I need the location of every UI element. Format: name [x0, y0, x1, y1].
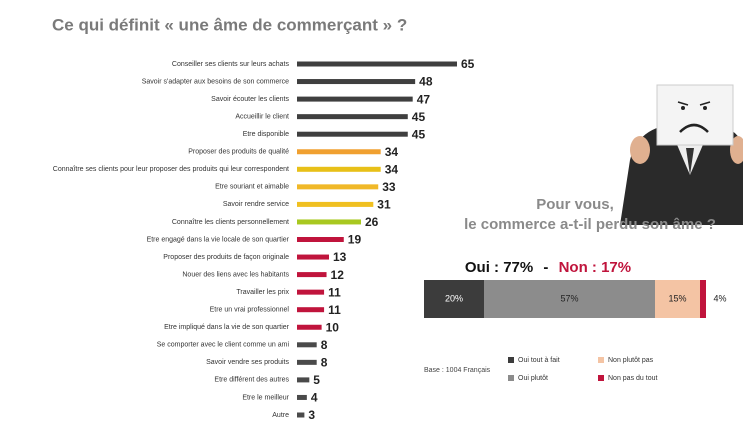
- value-label: 45: [412, 127, 426, 141]
- bar-segment: [424, 280, 484, 318]
- bar: [297, 237, 344, 242]
- legend-swatch: [508, 357, 514, 363]
- value-label: 11: [328, 285, 341, 299]
- legend-label: Oui tout à fait: [518, 357, 560, 364]
- value-label: 20%: [445, 293, 463, 303]
- value-label: 45: [412, 110, 426, 124]
- value-label: 4: [311, 391, 318, 405]
- illustration: [620, 84, 743, 225]
- headline-no: Non : 17%: [559, 259, 632, 276]
- value-label: 4%: [713, 293, 726, 303]
- bar: [297, 342, 317, 348]
- category-label: Connaître les clients personnellement: [172, 219, 289, 226]
- headline-separator: -: [543, 259, 548, 276]
- value-label: 19: [348, 233, 362, 247]
- category-label: Etre disponible: [243, 131, 289, 138]
- bar: [297, 184, 379, 190]
- value-label: 34: [385, 162, 399, 176]
- bar-segment: [706, 280, 718, 318]
- category-label: Savoir écouter les clients: [211, 96, 289, 103]
- bar: [297, 377, 310, 383]
- bar: [297, 166, 381, 172]
- category-label: Accueillir le client: [235, 113, 289, 120]
- value-label: 34: [385, 145, 399, 159]
- bar-segment: [484, 280, 655, 318]
- bar: [297, 79, 416, 85]
- category-label: Etre impliqué dans la vie de son quartie…: [164, 324, 290, 331]
- category-label: Savoir vendre ses produits: [206, 359, 289, 366]
- value-label: 13: [333, 250, 347, 264]
- bar: [297, 61, 457, 67]
- bar: [297, 131, 408, 137]
- value-label: 11: [328, 303, 341, 317]
- value-label: 5: [313, 373, 320, 387]
- bar: [297, 254, 329, 260]
- category-label: Etre différent des autres: [214, 377, 289, 384]
- value-label: 47: [417, 92, 431, 106]
- bar: [297, 201, 374, 207]
- category-label: Connaître ses clients pour leur proposer…: [53, 166, 289, 173]
- bar: [297, 394, 307, 400]
- value-label: 10: [326, 320, 340, 334]
- bar-segment: [700, 280, 706, 318]
- category-label: Conseiller ses clients sur leurs achats: [172, 61, 290, 68]
- note: Base : 1004 Français: [424, 367, 491, 374]
- bar: [297, 219, 361, 225]
- value-label: 26: [365, 215, 379, 229]
- value-label: 15%: [668, 293, 686, 303]
- value-label: 57%: [560, 293, 578, 303]
- legend-swatch: [598, 357, 604, 363]
- category-label: Savoir rendre service: [223, 201, 289, 208]
- category-label: Etre le meilleur: [242, 394, 289, 401]
- headline: Oui : 77% - Non : 17%: [465, 259, 631, 276]
- bar: [297, 272, 327, 278]
- category-label: Autre: [272, 412, 289, 419]
- category-label: Savoir s'adapter aux besoins de son comm…: [142, 78, 289, 85]
- headline-yes: Oui : 77%: [465, 259, 533, 276]
- legend-label: Non plutôt pas: [608, 357, 654, 364]
- category-label: Etre souriant et aimable: [215, 184, 289, 191]
- bar: [297, 412, 305, 418]
- value-label: 8: [321, 356, 328, 370]
- bar: [297, 114, 408, 120]
- category-label: Nouer des liens avec les habitants: [182, 271, 289, 278]
- category-label: Proposer des produits de façon originale: [163, 254, 289, 261]
- bar-segment: [655, 280, 700, 318]
- legend-label: Oui plutôt: [518, 375, 548, 382]
- category-label: Se comporter avec le client comme un ami: [157, 342, 290, 349]
- category-label: Etre un vrai professionnel: [210, 307, 290, 314]
- value-label: 48: [419, 75, 433, 89]
- legend-label: Non pas du tout: [608, 375, 657, 382]
- value-label: 33: [382, 180, 396, 194]
- legend-swatch: [598, 375, 604, 381]
- bar: [297, 96, 413, 102]
- value-label: 3: [308, 408, 315, 422]
- bar: [297, 359, 317, 365]
- bar: [297, 324, 322, 330]
- value-label: 65: [461, 57, 475, 71]
- category-label: Travailler les prix: [236, 289, 289, 296]
- category-label: Etre engagé dans la vie locale de son qu…: [147, 236, 290, 243]
- chart-title: Pour vous, le commerce a-t-il perdu son â…: [464, 196, 716, 233]
- bar: [297, 307, 325, 313]
- value-label: 8: [321, 338, 328, 352]
- value-label: 12: [331, 268, 345, 282]
- bar: [297, 149, 381, 155]
- value-label: 31: [377, 198, 391, 212]
- legend-swatch: [508, 375, 514, 381]
- bar: [297, 289, 325, 295]
- chart-title: Ce qui définit « une âme de commerçant »…: [52, 15, 407, 34]
- category-label: Proposer des produits de qualité: [188, 149, 289, 156]
